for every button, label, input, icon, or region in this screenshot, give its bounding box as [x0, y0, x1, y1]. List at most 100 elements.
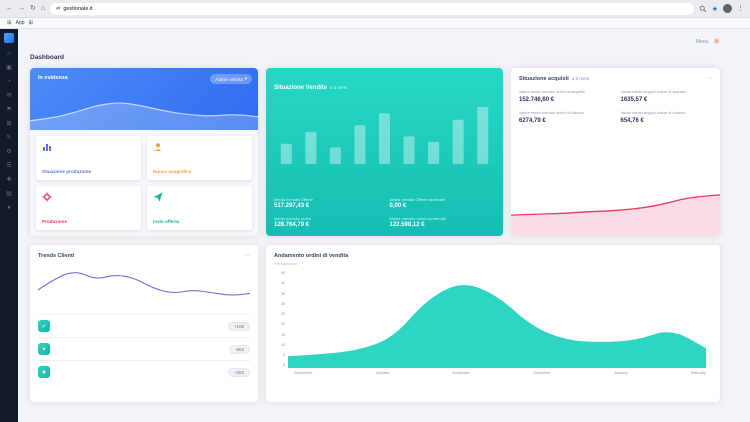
sidebar-icon-archive[interactable]: ▤: [6, 191, 12, 197]
tile-invio-offerta[interactable]: Invio offerta: [147, 186, 252, 230]
back-icon[interactable]: ←: [6, 5, 13, 12]
bookmark-app[interactable]: App: [15, 20, 25, 26]
vendite-period: a 3 mesi: [330, 85, 348, 90]
trend-badge-star-icon[interactable]: ★: [38, 366, 50, 378]
person-icon: [154, 143, 162, 151]
sidebar-icon-modules[interactable]: ⊞: [6, 121, 12, 127]
address-bar[interactable]: ⇄ gestionale.it: [50, 2, 694, 15]
url-text: gestionale.it: [63, 5, 93, 12]
card-situazione-acquisti: Situazione acquisti a 3 mesi ⋯ Valore me…: [511, 68, 720, 236]
main-content: Menu ✳ Dashboard In evidenza Admin vetri…: [18, 29, 750, 422]
andamento-chart-area: 45 40 35 30 25 20 15 10 5 0: [274, 271, 712, 368]
bookmark-star-icon[interactable]: ★: [711, 5, 718, 13]
stat-label: Media vendita Offerte accettate: [389, 197, 446, 202]
sidebar-icon-products[interactable]: ▣: [6, 65, 12, 71]
vendite-title: Situazione Vendite: [274, 85, 328, 91]
trends-title: Trends Clienti: [38, 253, 75, 259]
acquisti-stats: Valore medio mensile ordini di acquisto …: [519, 90, 712, 124]
tile-nuova-anagrafica[interactable]: Nuova anagrafica: [147, 136, 252, 180]
sidebar-icon-projects[interactable]: ⚑: [6, 107, 12, 113]
kebab-menu-icon[interactable]: ⋯: [244, 253, 250, 259]
page-title: Dashboard: [30, 54, 64, 61]
tile-label: Situazione produzione: [42, 169, 91, 174]
cards-row-2: Trends Clienti ⋯ ✓ +105 ✦ -804 ★ +20: [30, 245, 720, 402]
month-label: September: [294, 371, 313, 375]
admin-vetrina-label: Admin vetrina: [215, 76, 243, 82]
browser-toolbar: ← → ↻ ⌂ ⇄ gestionale.it ★ ⋮: [0, 0, 750, 18]
sidebar-icon-settings[interactable]: ⚙: [6, 149, 12, 155]
card-andamento-ordini: Andamento ordini di vendita 5% superiore…: [266, 245, 720, 402]
andamento-title: Andamento ordini di vendita: [274, 253, 349, 259]
menu-button[interactable]: Menu: [695, 39, 709, 45]
app-logo[interactable]: [4, 33, 14, 43]
stat-value: 122.598,12 €: [389, 222, 425, 228]
trend-value-pill: +203: [227, 367, 250, 377]
stat-cell: Valore medio singolo ordine di c/lavoro …: [621, 111, 713, 124]
sidebar-icon-dashboard[interactable]: ⌂: [7, 51, 11, 57]
card-trends-clienti: Trends Clienti ⋯ ✓ +105 ✦ -804 ★ +20: [30, 245, 258, 402]
vendite-stats: Media mensile Offerte 517.297,43 € Media…: [274, 197, 495, 228]
sidebar-icon-documents[interactable]: ✎: [6, 135, 12, 141]
sidebar-icon-status[interactable]: ●: [7, 205, 11, 211]
y-tick-label: 15: [281, 332, 285, 337]
trend-badge-check-icon[interactable]: ✓: [38, 320, 50, 332]
y-tick-label: 0: [283, 363, 285, 368]
admin-vetrina-dropdown[interactable]: Admin vetrina ▾: [210, 74, 252, 84]
sidebar-icon-messages[interactable]: ✉: [6, 93, 12, 99]
y-tick-label: 5: [283, 353, 285, 358]
tile-produzione[interactable]: Produzione: [36, 186, 141, 230]
sidebar-icon-reports[interactable]: ◔: [7, 79, 11, 85]
stat-value: 128.764,79 €: [274, 222, 310, 228]
stat-value: 0,00 €: [389, 203, 407, 209]
stat-value: 6274,79 €: [519, 117, 546, 124]
y-tick-label: 25: [281, 312, 285, 317]
stat-cell: Media vendita Offerte accettate 0,00 €: [390, 197, 496, 209]
bar-chart-icon: [43, 144, 51, 151]
trends-rows: ✓ +105 ✦ -804 ★ +203: [38, 314, 250, 383]
trends-head: Trends Clienti ⋯: [38, 253, 250, 259]
evidenza-wave-chart: [30, 102, 258, 130]
tile-situazione-produzione[interactable]: Situazione produzione: [36, 136, 141, 180]
trend-badge-spark-icon[interactable]: ✦: [38, 343, 50, 355]
kebab-menu-icon[interactable]: ⋯: [706, 76, 712, 82]
card-situazione-vendite: Situazione Vendite a 3 mesi Media mensile…: [266, 68, 503, 236]
sidebar-icon-lists[interactable]: ☰: [6, 163, 12, 169]
andamento-subtitle: 5% superiore: [274, 261, 298, 266]
stat-label: Valore medio mensile ordini di acquisto: [519, 90, 585, 94]
search-icon[interactable]: [699, 5, 707, 13]
reload-icon[interactable]: ↻: [30, 5, 36, 12]
home-icon[interactable]: ⌂: [40, 5, 46, 12]
apps-grid-icon[interactable]: ⊞: [7, 20, 12, 26]
bookmarks-bar: ⊞ App ⊞: [0, 18, 750, 29]
send-icon: [153, 192, 163, 202]
trend-value-pill: +105: [227, 321, 250, 331]
stat-label: Media mensile Offerte: [274, 197, 314, 202]
apps-grid-icon-2[interactable]: ⊞: [28, 20, 34, 26]
card-in-evidenza: In evidenza Admin vetrina ▾ Situazione p…: [30, 68, 258, 236]
stat-label: Media mensile ordini confermati: [389, 216, 446, 221]
stat-cell: Media mensile ordini 128.764,79 €: [274, 216, 380, 228]
profile-avatar[interactable]: [723, 4, 732, 13]
evidenza-title: In evidenza: [38, 75, 68, 81]
icon-sidebar: ⌂ ▣ ◔ ✉ ⚑ ⊞ ✎ ⚙ ☰ ✚ ▤ ●: [0, 29, 18, 422]
month-label: January: [614, 371, 628, 375]
forward-icon[interactable]: →: [18, 5, 25, 12]
cards-row-1: In evidenza Admin vetrina ▾ Situazione p…: [30, 68, 720, 236]
trend-value-pill: -804: [228, 344, 250, 354]
trend-row: ✓ +105: [38, 314, 250, 337]
acquisti-head: Situazione acquisti a 3 mesi ⋯: [519, 76, 712, 82]
month-label: December: [533, 371, 551, 375]
x-axis-labels: September October November December Janu…: [294, 371, 706, 375]
site-info-icon[interactable]: ⇄: [56, 5, 61, 12]
stat-label: Valore medio singolo ordine di acquisto: [620, 90, 687, 94]
browser-menu-icon[interactable]: ⋮: [737, 5, 744, 12]
month-label: November: [452, 371, 471, 375]
stat-value: 654,76 €: [620, 117, 644, 124]
acquisti-period: a 3 mesi: [571, 76, 589, 81]
sidebar-icon-create[interactable]: ✚: [6, 177, 12, 183]
chevron-down-icon: ▾: [244, 76, 247, 81]
vendite-bar-chart: [280, 106, 489, 164]
andamento-area-chart: [288, 285, 706, 368]
gear-icon: [42, 192, 52, 202]
y-tick-label: 30: [281, 301, 285, 306]
